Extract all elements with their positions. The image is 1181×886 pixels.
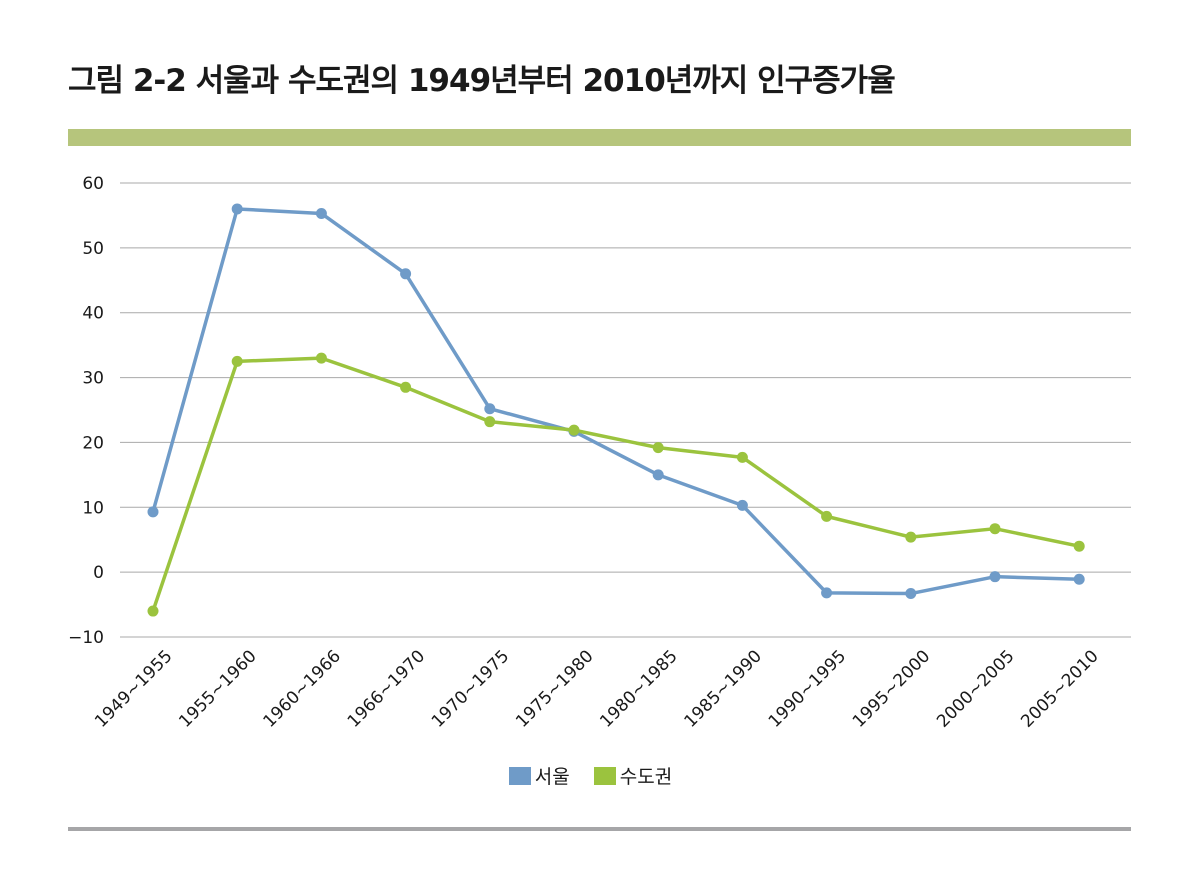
x-tick-label: 1980~1985 [596, 646, 681, 731]
bottom-rule [68, 827, 1131, 831]
series-lines [153, 209, 1079, 611]
series-0-point [232, 203, 243, 214]
x-tick-label: 2005~2010 [1017, 646, 1102, 731]
series-1-point [1074, 541, 1085, 552]
legend-swatch-0 [509, 767, 531, 785]
x-tick-label: 1985~1990 [681, 646, 766, 731]
y-tick-label: 10 [82, 498, 104, 518]
series-1-point [821, 511, 832, 522]
series-line-1 [153, 358, 1079, 611]
series-points [148, 203, 1085, 616]
legend-item-1: 수도권 [594, 762, 672, 789]
x-tick-label: 1995~2000 [849, 646, 934, 731]
series-1-point [400, 382, 411, 393]
legend-swatch-1 [594, 767, 616, 785]
x-tick-label: 2000~2005 [933, 646, 1018, 731]
x-tick-label: 1990~1995 [765, 646, 850, 731]
series-0-point [990, 571, 1001, 582]
series-0-point [1074, 574, 1085, 585]
series-0-point [400, 268, 411, 279]
x-tick-labels: 1949~19551955~19601960~19661966~19701970… [91, 646, 1103, 731]
gridlines [120, 183, 1131, 637]
y-tick-label: 30 [82, 369, 104, 389]
series-1-point [148, 606, 159, 617]
series-0-point [905, 588, 916, 599]
x-tick-label: 1966~1970 [344, 646, 429, 731]
series-1-point [737, 452, 748, 463]
line-chart: 60 50 40 30 20 10 0 −10 1949~19551955~19601960~… [0, 0, 1181, 760]
x-tick-label: 1949~1955 [91, 646, 176, 731]
series-1-point [653, 442, 664, 453]
y-tick-label: 40 [82, 304, 104, 324]
legend-label-1: 수도권 [620, 762, 672, 789]
y-tick-label: 50 [82, 239, 104, 259]
series-0-point [737, 500, 748, 511]
y-tick-label: −10 [68, 628, 104, 648]
x-tick-label: 1955~1960 [175, 646, 260, 731]
legend-item-0: 서울 [509, 762, 570, 789]
legend: 서울 수도권 [0, 762, 1181, 789]
series-0-point [653, 469, 664, 480]
series-1-point [569, 425, 580, 436]
series-0-point [821, 587, 832, 598]
series-1-point [316, 353, 327, 364]
legend-label-0: 서울 [535, 762, 570, 789]
series-0-point [148, 506, 159, 517]
y-tick-labels: 60 50 40 30 20 10 0 −10 [68, 174, 104, 648]
y-tick-label: 20 [82, 433, 104, 453]
x-tick-label: 1970~1975 [428, 646, 513, 731]
series-1-point [484, 416, 495, 427]
series-1-point [990, 523, 1001, 534]
y-tick-label: 0 [93, 563, 104, 583]
series-0-point [316, 208, 327, 219]
series-1-point [232, 356, 243, 367]
x-tick-label: 1975~1980 [512, 646, 597, 731]
series-1-point [905, 532, 916, 543]
series-0-point [484, 403, 495, 414]
y-tick-label: 60 [82, 174, 104, 194]
x-tick-label: 1960~1966 [260, 646, 345, 731]
